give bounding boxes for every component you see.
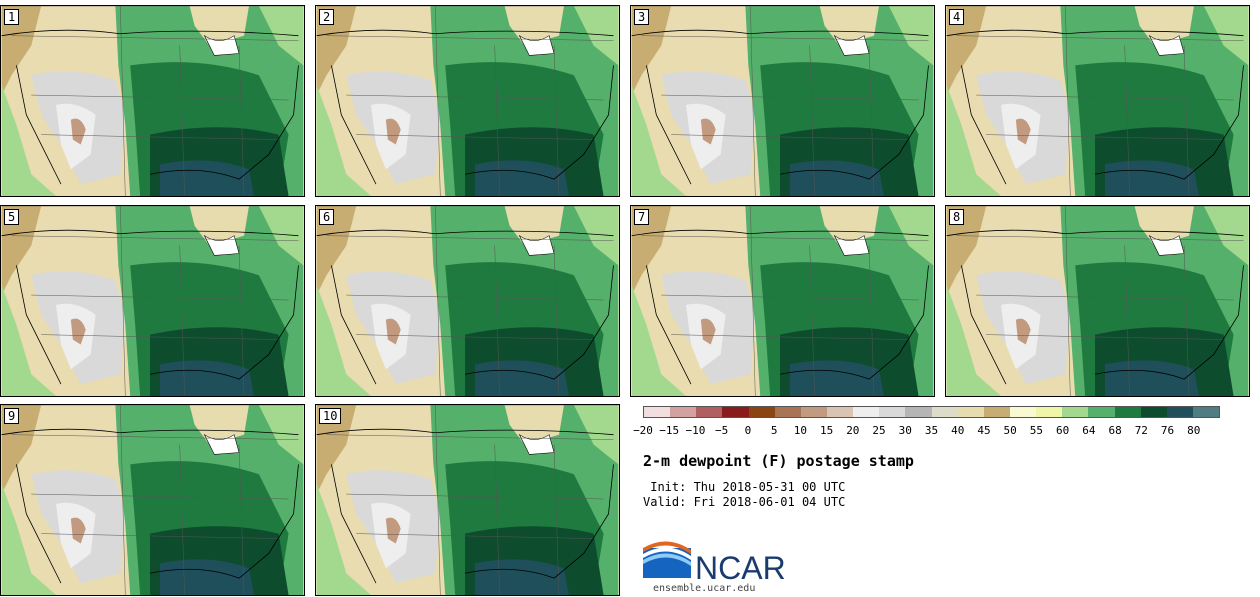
- dewpoint-map: [1, 405, 304, 595]
- map-panel-10: 10: [315, 404, 620, 596]
- map-panel-8: 8: [945, 205, 1250, 397]
- colorbar-segment: [931, 407, 958, 417]
- panel-number: 7: [634, 209, 650, 225]
- plot-title: 2-m dewpoint (F) postage stamp: [643, 452, 914, 470]
- colorbar-segment: [1140, 407, 1167, 417]
- colorbar-segment: [1166, 407, 1193, 417]
- dewpoint-map: [316, 405, 619, 595]
- colorbar-tick-label: 60: [1056, 424, 1070, 437]
- logo-text: NCAR: [695, 550, 786, 585]
- colorbar-tick-label: 0: [744, 424, 752, 437]
- colorbar-tick-label: 68: [1108, 424, 1122, 437]
- map-panel-7: 7: [630, 205, 935, 397]
- dewpoint-map: [316, 6, 619, 196]
- colorbar-tick-label: 20: [846, 424, 860, 437]
- map-panel-4: 4: [945, 5, 1250, 197]
- colorbar-tick-label: −20: [633, 424, 653, 437]
- colorbar-tick-label: 45: [977, 424, 991, 437]
- colorbar-segment: [670, 407, 697, 417]
- colorbar-tick-label: 15: [819, 424, 834, 437]
- colorbar-tick-label: 55: [1029, 424, 1044, 437]
- panel-number: 5: [4, 209, 20, 225]
- init-time: Init: Thu 2018-05-31 00 UTC: [643, 480, 846, 494]
- colorbar-tick-label: 64: [1082, 424, 1096, 437]
- dewpoint-map: [946, 206, 1249, 396]
- colorbar-tick-label: 80: [1187, 424, 1201, 437]
- panel-number: 1: [4, 9, 20, 25]
- colorbar-segment: [1036, 407, 1063, 417]
- colorbar-tick-label: 76: [1160, 424, 1175, 437]
- panel-number: 9: [4, 408, 20, 424]
- colorbar: [643, 406, 1220, 418]
- colorbar-segment: [957, 407, 984, 417]
- colorbar-tick-label: 40: [951, 424, 965, 437]
- colorbar-segment: [826, 407, 854, 417]
- panel-number: 8: [949, 209, 965, 225]
- map-panel-6: 6: [315, 205, 620, 397]
- map-panel-2: 2: [315, 5, 620, 197]
- colorbar-tick-label: 5: [770, 424, 778, 437]
- map-panel-5: 5: [0, 205, 305, 397]
- colorbar-tick-label: 72: [1134, 424, 1148, 437]
- colorbar-tick-label: 30: [898, 424, 912, 437]
- colorbar-segment: [644, 407, 671, 417]
- colorbar-tick-label: −5: [715, 424, 729, 437]
- dewpoint-map: [631, 6, 934, 196]
- colorbar-segment: [800, 407, 827, 417]
- panel-number: 2: [319, 9, 335, 25]
- map-panel-3: 3: [630, 5, 935, 197]
- panel-number: 10: [319, 408, 342, 424]
- map-panel-1: 1: [0, 5, 305, 197]
- dewpoint-map: [946, 6, 1249, 196]
- colorbar-tick-label: −10: [685, 424, 706, 437]
- colorbar-segment: [1009, 407, 1037, 417]
- colorbar-segment: [722, 407, 749, 417]
- dewpoint-map: [316, 206, 619, 396]
- colorbar-tick-label: −15: [659, 424, 680, 437]
- colorbar-segment: [696, 407, 723, 417]
- colorbar-segment: [905, 407, 932, 417]
- panel-number: 4: [949, 9, 965, 25]
- ncar-logo: NCAR: [643, 541, 786, 585]
- colorbar-segment: [774, 407, 801, 417]
- colorbar-segment: [1088, 407, 1115, 417]
- dewpoint-map: [1, 206, 304, 396]
- colorbar-tick-label: 50: [1003, 424, 1017, 437]
- colorbar-tick-label: 35: [924, 424, 939, 437]
- dewpoint-map: [1, 6, 304, 196]
- panel-number: 6: [319, 209, 335, 225]
- colorbar-tick-label: 25: [872, 424, 886, 437]
- colorbar-segment: [853, 407, 880, 417]
- colorbar-segment: [1114, 407, 1141, 417]
- colorbar-segment: [1062, 407, 1089, 417]
- colorbar-segment: [1192, 407, 1220, 417]
- colorbar-segment: [983, 407, 1010, 417]
- valid-time: Valid: Fri 2018-06-01 04 UTC: [643, 495, 846, 509]
- map-panel-9: 9: [0, 404, 305, 596]
- colorbar-tick-label: 10: [793, 424, 807, 437]
- colorbar-tick-labels: −20 −15 −10 −5 0 5 10 15 20 25 30 35 40 45 50 55 60 64 68 7…: [633, 424, 1220, 438]
- colorbar-segment: [879, 407, 906, 417]
- panel-number: 3: [634, 9, 650, 25]
- site-url: ensemble.ucar.edu: [653, 583, 756, 594]
- colorbar-segment: [748, 407, 775, 417]
- dewpoint-map: [631, 206, 934, 396]
